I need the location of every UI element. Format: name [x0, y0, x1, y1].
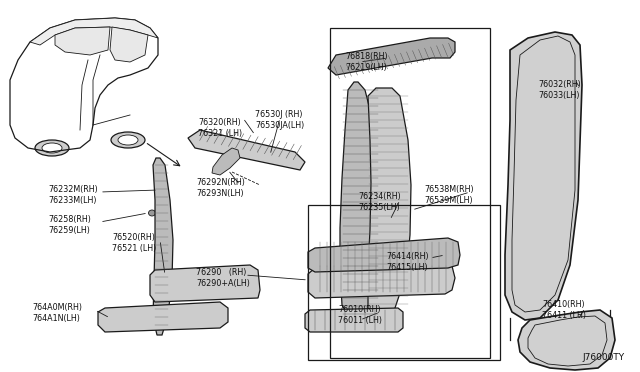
- Polygon shape: [55, 27, 110, 55]
- Text: 76232M(RH)
76233M(LH): 76232M(RH) 76233M(LH): [48, 185, 98, 205]
- Ellipse shape: [35, 140, 69, 156]
- Ellipse shape: [111, 132, 145, 148]
- Polygon shape: [505, 32, 582, 320]
- Polygon shape: [308, 238, 460, 272]
- Ellipse shape: [163, 276, 173, 290]
- Text: 76410(RH)
76411 (LH): 76410(RH) 76411 (LH): [542, 300, 586, 320]
- Ellipse shape: [193, 276, 202, 290]
- Polygon shape: [212, 148, 240, 175]
- Text: 76320(RH)
76321 (LH): 76320(RH) 76321 (LH): [198, 118, 242, 138]
- Text: 76234(RH)
76235(LH): 76234(RH) 76235(LH): [358, 192, 401, 212]
- Text: 76530J (RH)
76530JA(LH): 76530J (RH) 76530JA(LH): [255, 110, 304, 130]
- Text: 764A0M(RH)
764A1N(LH): 764A0M(RH) 764A1N(LH): [32, 303, 82, 323]
- Text: 76290   (RH)
76290+A(LH): 76290 (RH) 76290+A(LH): [196, 268, 250, 288]
- Ellipse shape: [179, 276, 188, 290]
- Polygon shape: [305, 308, 403, 332]
- Polygon shape: [368, 88, 411, 318]
- Text: 76520(RH)
76521 (LH): 76520(RH) 76521 (LH): [112, 233, 156, 253]
- Ellipse shape: [126, 313, 134, 323]
- Polygon shape: [308, 262, 455, 298]
- Text: 76258(RH)
76259(LH): 76258(RH) 76259(LH): [48, 215, 91, 235]
- Ellipse shape: [204, 313, 212, 323]
- Text: J76000TY: J76000TY: [583, 353, 625, 362]
- Polygon shape: [340, 82, 382, 318]
- Ellipse shape: [111, 313, 119, 323]
- Polygon shape: [150, 265, 260, 302]
- Polygon shape: [98, 302, 228, 332]
- Ellipse shape: [174, 313, 182, 323]
- Text: 76292N(RH)
76293N(LH): 76292N(RH) 76293N(LH): [196, 178, 245, 198]
- Ellipse shape: [239, 276, 248, 290]
- Ellipse shape: [42, 143, 62, 153]
- Ellipse shape: [209, 276, 218, 290]
- Bar: [308, 205, 500, 360]
- Ellipse shape: [159, 313, 167, 323]
- Polygon shape: [30, 18, 158, 45]
- Text: 76010(RH)
76011 (LH): 76010(RH) 76011 (LH): [338, 305, 382, 325]
- Bar: [330, 28, 490, 358]
- Polygon shape: [518, 310, 615, 370]
- Ellipse shape: [189, 313, 197, 323]
- Polygon shape: [328, 38, 455, 75]
- Ellipse shape: [118, 135, 138, 145]
- Text: 76538M(RH)
76539M(LH): 76538M(RH) 76539M(LH): [424, 185, 474, 205]
- Ellipse shape: [223, 276, 232, 290]
- Polygon shape: [110, 27, 148, 62]
- Text: 76818(RH)
76219(LH): 76818(RH) 76219(LH): [345, 52, 388, 72]
- Polygon shape: [188, 130, 305, 170]
- Ellipse shape: [148, 210, 156, 216]
- Polygon shape: [153, 158, 173, 335]
- Text: 76032(RH)
76033(LH): 76032(RH) 76033(LH): [538, 80, 580, 100]
- Ellipse shape: [144, 313, 152, 323]
- Text: 76414(RH)
76415(LH): 76414(RH) 76415(LH): [386, 252, 429, 272]
